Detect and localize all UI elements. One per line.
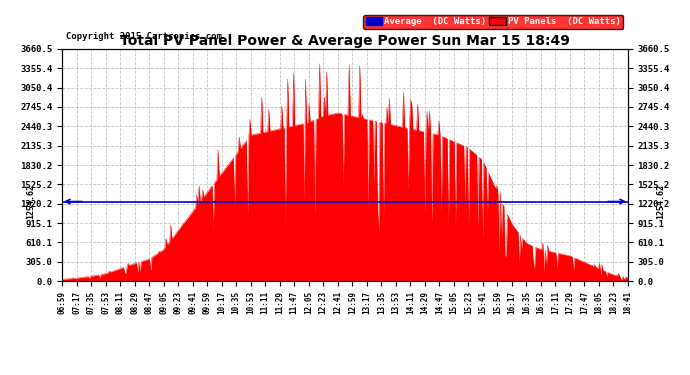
Text: 1254.62: 1254.62 (656, 184, 665, 219)
Text: 1254.62: 1254.62 (26, 184, 35, 219)
Title: Total PV Panel Power & Average Power Sun Mar 15 18:49: Total PV Panel Power & Average Power Sun… (120, 34, 570, 48)
Legend: Average  (DC Watts), PV Panels  (DC Watts): Average (DC Watts), PV Panels (DC Watts) (363, 15, 623, 28)
Text: Copyright 2015 Cartronics.com: Copyright 2015 Cartronics.com (66, 32, 221, 41)
